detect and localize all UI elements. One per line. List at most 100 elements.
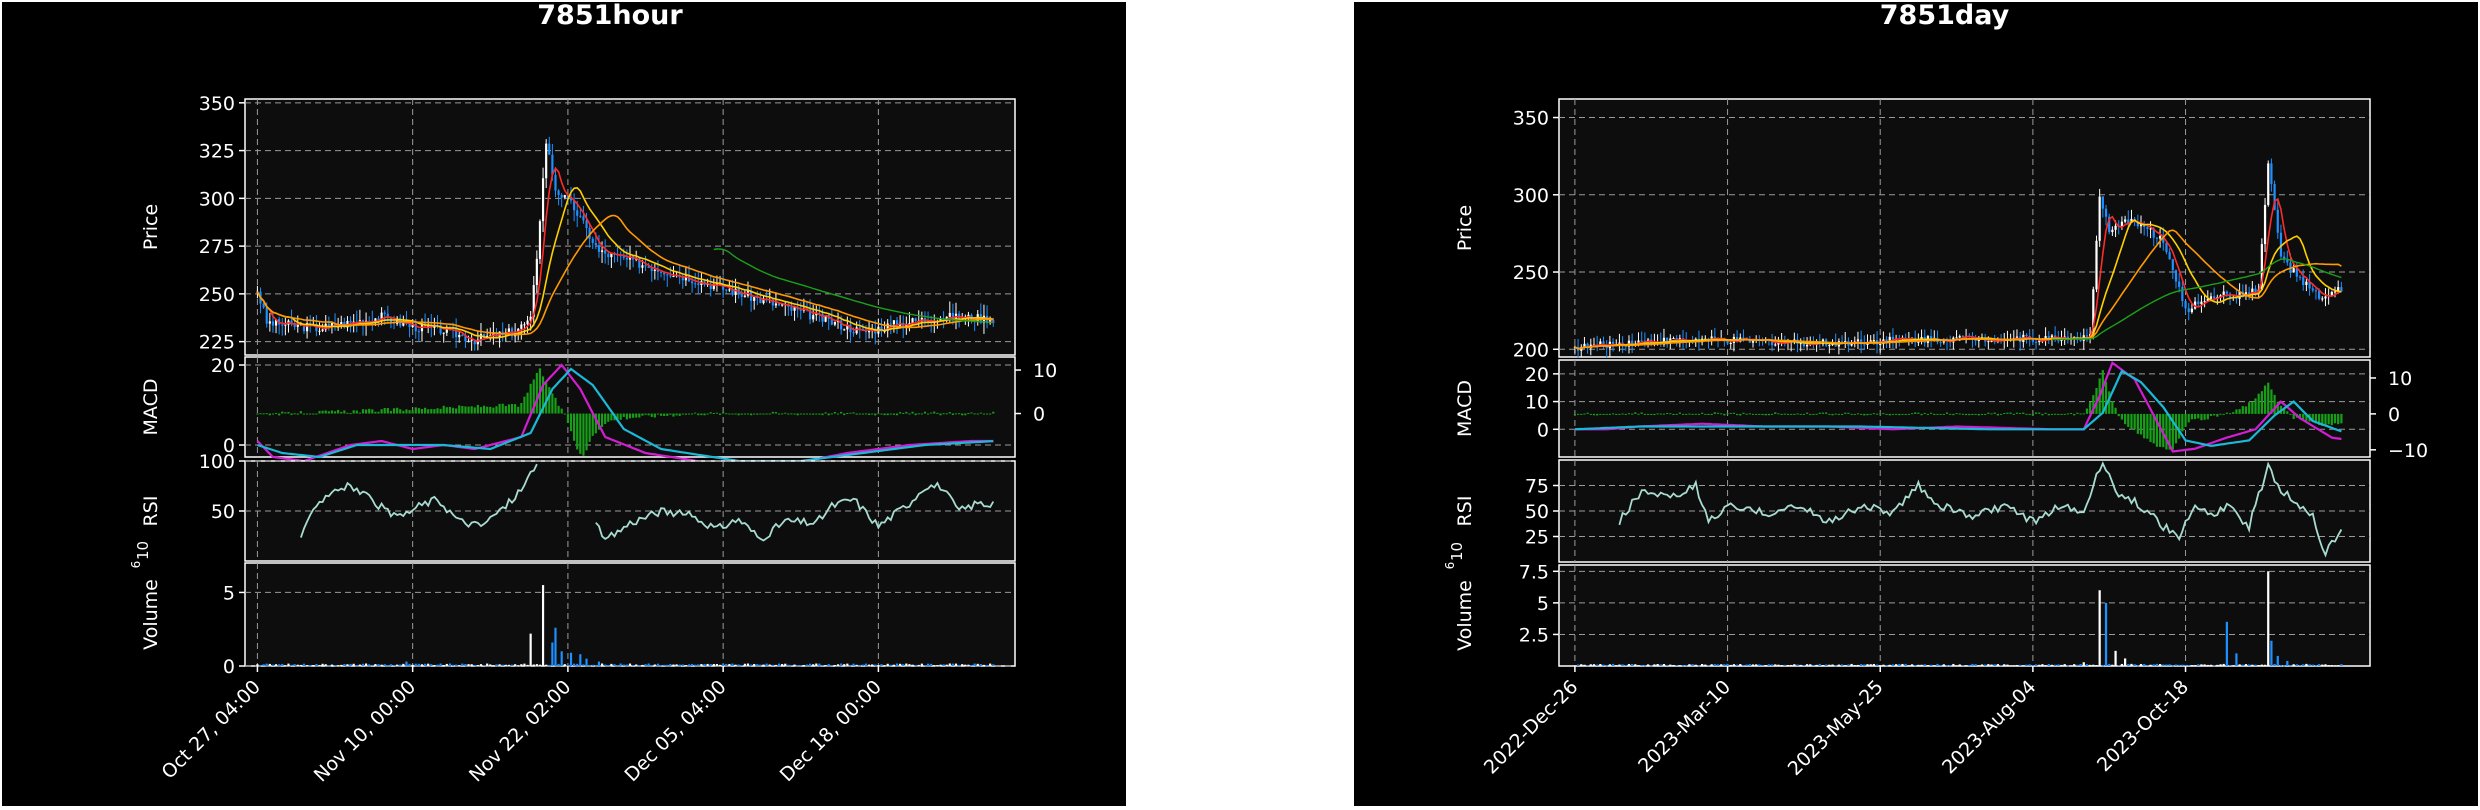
macd-histogram-bar xyxy=(2254,398,2257,414)
candle-body xyxy=(852,332,855,334)
candle-body xyxy=(2015,336,2019,339)
candle-body xyxy=(2162,236,2165,243)
macd-histogram-bar xyxy=(625,413,628,420)
volume-bar xyxy=(1758,664,1761,666)
macd-histogram-bar xyxy=(2041,413,2044,416)
macd-histogram-bar xyxy=(1952,413,1955,416)
candle-body xyxy=(731,289,734,296)
candle-body xyxy=(2308,281,2311,289)
macd-histogram-bar xyxy=(399,409,402,414)
macd-histogram-bar xyxy=(1583,413,1586,415)
volume-bar xyxy=(2130,663,2133,666)
candle-body xyxy=(2184,301,2187,309)
candle-body xyxy=(886,323,889,331)
candle-body xyxy=(628,256,632,260)
y-tick-label: 10 xyxy=(1525,392,1549,414)
volume-bar xyxy=(2190,665,2194,667)
rsi-line xyxy=(300,463,995,542)
y-right-tick-label: 10 xyxy=(1033,360,1057,382)
volume-bar xyxy=(743,663,746,666)
volume-bar xyxy=(538,664,542,666)
volume-bar xyxy=(1608,664,1611,666)
volume-bar xyxy=(2149,664,2152,666)
macd-histogram-bar xyxy=(1669,413,1672,415)
macd-histogram-bar xyxy=(495,406,498,414)
macd-histogram-bar xyxy=(852,412,855,414)
candle-body xyxy=(1840,341,1844,343)
volume-bar xyxy=(1914,665,1917,667)
macd-histogram-bar xyxy=(455,408,458,414)
macd-histogram-bar xyxy=(2305,413,2308,421)
candle-body xyxy=(1666,337,1669,344)
macd-histogram-bar xyxy=(349,413,352,415)
macd-histogram-bar xyxy=(964,413,967,416)
volume-bar xyxy=(2267,571,2270,666)
candle-body xyxy=(306,323,309,332)
macd-histogram-bar xyxy=(2197,413,2200,419)
macd-histogram-bar xyxy=(818,413,821,415)
volume-bar xyxy=(750,664,753,666)
macd-histogram-bar xyxy=(445,407,448,414)
volume-bar xyxy=(1615,665,1618,667)
volume-bar xyxy=(2012,665,2015,667)
macd-histogram-bar xyxy=(1993,412,1996,414)
macd-histogram-bar xyxy=(2318,413,2321,425)
y-axis-label: Price xyxy=(1454,205,1476,251)
candle-body xyxy=(728,289,731,291)
candle-body xyxy=(2178,281,2181,287)
volume-bar xyxy=(582,664,585,666)
macd-histogram-bar xyxy=(377,411,380,414)
candle-body xyxy=(523,324,526,326)
volume-bar xyxy=(790,664,793,666)
volume-bar xyxy=(2311,664,2314,666)
candle-body xyxy=(911,318,914,324)
macd-histogram-bar xyxy=(268,413,271,416)
volume-bar xyxy=(2292,664,2295,666)
macd-histogram-bar xyxy=(638,413,641,418)
macd-histogram-bar xyxy=(979,412,982,414)
macd-histogram-bar xyxy=(2168,413,2171,450)
volume-bar xyxy=(1726,663,1729,666)
macd-histogram-bar xyxy=(765,413,768,415)
volume-bar xyxy=(1805,664,1809,666)
chart-7851-hour-svg: 7851hour 225 250 275 300 325 350 Price 0 20 0 10 MAC… xyxy=(129,2,1057,786)
candle-body xyxy=(604,250,607,254)
volume-bar xyxy=(312,665,315,667)
macd-histogram-bar xyxy=(1745,413,1748,415)
candle-body xyxy=(650,267,653,271)
macd-line xyxy=(256,363,994,467)
candle-body xyxy=(2333,291,2337,293)
macd-histogram-bar xyxy=(1720,413,1723,415)
volume-bar xyxy=(1866,664,1869,666)
macd-histogram-bar xyxy=(911,411,914,414)
candle-body xyxy=(470,339,473,341)
candle-body xyxy=(1726,341,1729,344)
volume-bar xyxy=(2254,664,2257,666)
candle-body xyxy=(647,266,650,268)
volume-bar xyxy=(1850,663,1853,666)
candle-body xyxy=(2155,237,2159,239)
macd-histogram-bar xyxy=(2104,381,2108,414)
macd-histogram-bar xyxy=(774,412,778,414)
volume-bar xyxy=(1984,664,1987,666)
macd-histogram-bar xyxy=(507,404,510,414)
macd-histogram-bar xyxy=(824,412,827,414)
volume-bar xyxy=(420,664,424,666)
volume-bar xyxy=(2034,664,2038,666)
macd-histogram-bar xyxy=(2069,412,2073,414)
candle-body xyxy=(672,276,675,278)
volume-bar xyxy=(1716,664,1720,666)
volume-bar xyxy=(2155,663,2159,666)
y-tick-label: 5 xyxy=(1537,593,1549,615)
macd-histogram-bar xyxy=(1901,413,1904,415)
macd-histogram-bar xyxy=(383,407,386,414)
volume-bar xyxy=(368,664,371,666)
y-tick-label: 25 xyxy=(1525,527,1549,549)
macd-histogram-bar xyxy=(1939,413,1942,415)
volume-bar xyxy=(734,664,737,666)
volume-bar xyxy=(2298,665,2302,667)
candle-body xyxy=(1805,344,1809,347)
volume-bar xyxy=(1697,665,1701,667)
volume-bar xyxy=(563,664,566,666)
candle-body xyxy=(659,271,663,273)
